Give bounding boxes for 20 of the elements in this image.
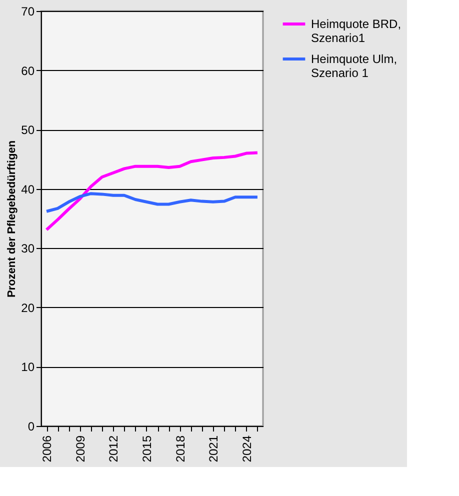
x-tick-label: 2018 xyxy=(173,435,188,462)
x-tick-label: 2012 xyxy=(106,435,121,462)
x-tick-label: 2015 xyxy=(140,435,154,462)
line-series xyxy=(45,151,259,232)
y-tick-label: 50 xyxy=(21,123,35,138)
y-axis-title: Prozent der Pflegebedürftigen xyxy=(6,140,18,298)
y-tick-label: 20 xyxy=(21,300,35,315)
line-series xyxy=(45,192,259,213)
y-tick-label: 60 xyxy=(21,64,35,78)
x-tick-label: 2021 xyxy=(206,435,221,462)
x-tick-label: 2024 xyxy=(240,435,254,462)
y-tick-label: 30 xyxy=(21,242,35,256)
legend-label: Heimquote BRD, Szenario1 xyxy=(311,17,402,45)
y-tick-label: 40 xyxy=(21,182,35,196)
x-tick-label: 2009 xyxy=(73,435,88,462)
y-tick-label: 10 xyxy=(21,360,35,374)
x-tick-label: 2006 xyxy=(40,435,54,462)
y-tick-label: 70 xyxy=(21,4,35,18)
y-tick-label: 0 xyxy=(28,420,35,434)
legend-label: Heimquote Ulm, Szenario 1 xyxy=(311,52,398,80)
